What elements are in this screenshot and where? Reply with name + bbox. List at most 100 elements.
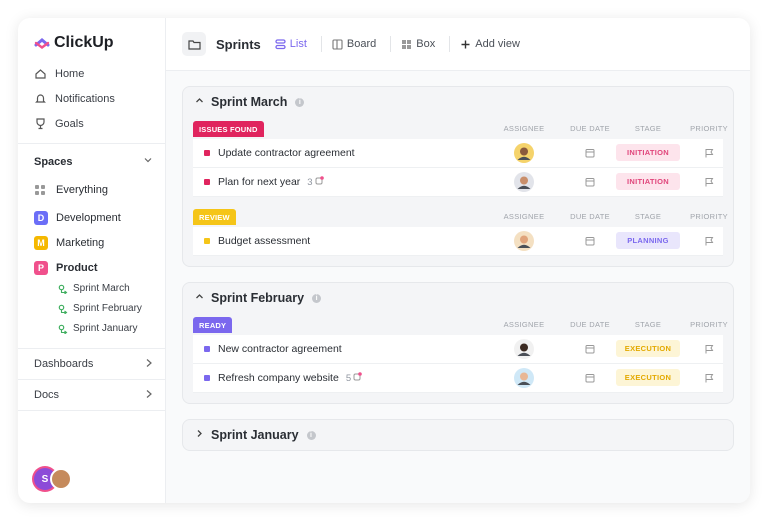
due-date-icon[interactable]: [585, 344, 595, 357]
section-label: Docs: [34, 389, 60, 401]
sprint-list: Sprint March i ISSUES FOUND ASSIGNEE DUE DAT…: [166, 86, 750, 451]
icon: [705, 178, 714, 187]
status-badge[interactable]: ISSUES FOUND: [193, 121, 264, 137]
sprint-header[interactable]: Sprint February i: [183, 283, 733, 313]
priority-flag[interactable]: [704, 344, 714, 357]
icon: [35, 69, 46, 79]
divider: [18, 348, 165, 349]
sprint-label: Sprint March: [73, 283, 130, 294]
icon: [275, 38, 286, 49]
task-name: Update contractor agreement: [218, 147, 355, 159]
icon: [705, 149, 714, 158]
section-item[interactable]: Dashboards: [34, 358, 153, 371]
icon: [35, 185, 45, 195]
priority-flag[interactable]: [704, 236, 714, 249]
priority-flag[interactable]: [704, 148, 714, 161]
task-row[interactable]: Refresh company website 5 EXECUTION: [193, 364, 723, 393]
priority-flag[interactable]: [704, 373, 714, 386]
column-header: STAGE: [634, 212, 662, 221]
task-title: Refresh company website: [218, 372, 339, 384]
space-icon: M: [34, 236, 48, 250]
sprint-title: Sprint February: [211, 291, 305, 305]
chevron: [145, 358, 153, 371]
space-label: Development: [56, 212, 121, 224]
sprint-panel: Sprint February i READY ASSIGNEE DUE DATE STA…: [182, 282, 734, 404]
nav-item[interactable]: Home: [34, 67, 84, 80]
nav-item[interactable]: Notifications: [34, 92, 115, 105]
stage-badge[interactable]: INITIATION: [616, 144, 680, 161]
sprint-link[interactable]: Sprint January: [58, 323, 137, 334]
priority-flag[interactable]: [704, 177, 714, 190]
space-icon: D: [34, 211, 48, 225]
space-item[interactable]: M Marketing: [34, 236, 104, 250]
icon: [58, 324, 68, 334]
stage-badge[interactable]: EXECUTION: [616, 340, 680, 357]
nav-label: Home: [55, 67, 85, 80]
task-name: Refresh company website 5: [218, 372, 362, 384]
avatar-image: [514, 368, 534, 388]
nav-item[interactable]: Goals: [34, 117, 84, 130]
icon: [585, 149, 595, 158]
task-row[interactable]: Budget assessment PLANNING: [193, 227, 723, 256]
icon: [196, 98, 203, 103]
sidebar: ClickUp Home Notifications Goals Spaces Every…: [18, 18, 166, 503]
sprint-header[interactable]: Sprint March i: [183, 87, 733, 117]
page-title: Sprints: [216, 36, 261, 52]
spaces-title[interactable]: Spaces: [34, 156, 73, 168]
assignee-avatar[interactable]: [514, 368, 534, 388]
main-area: Sprints List Board Box Add view Sprint March…: [166, 18, 750, 503]
assignee-avatar[interactable]: [514, 339, 534, 359]
sprint-link[interactable]: Sprint February: [58, 303, 142, 314]
stage-badge[interactable]: PLANNING: [616, 232, 680, 249]
due-date-icon[interactable]: [585, 236, 595, 249]
status-group: READY ASSIGNEE DUE DATE STAGE PRIORITY New co…: [183, 315, 733, 393]
sprint-panel: Sprint March i ISSUES FOUND ASSIGNEE DUE DAT…: [182, 86, 734, 267]
task-row[interactable]: Update contractor agreement INITIATION: [193, 139, 723, 168]
assignee-avatar[interactable]: [514, 231, 534, 251]
icon: [585, 374, 595, 383]
column-header: ASSIGNEE: [503, 212, 545, 221]
icon: [144, 158, 152, 163]
section-item[interactable]: Docs: [34, 389, 153, 402]
column-header: STAGE: [634, 320, 662, 329]
count-value: 3: [307, 176, 313, 188]
assignee-avatar[interactable]: [514, 172, 534, 192]
status-group: ISSUES FOUND ASSIGNEE DUE DATE STAGE PRIORIT…: [183, 119, 733, 197]
icon: [585, 345, 595, 354]
avatar-image: [514, 339, 534, 359]
due-date-icon[interactable]: [585, 177, 595, 190]
toolbar: Sprints List Board Box Add view: [166, 18, 750, 71]
icon: [315, 176, 324, 185]
space-item[interactable]: D Development: [34, 211, 121, 225]
logo[interactable]: ClickUp: [34, 34, 114, 52]
assignee-avatar[interactable]: [514, 143, 534, 163]
stage-badge[interactable]: EXECUTION: [616, 369, 680, 386]
sprint-link[interactable]: Sprint March: [58, 283, 130, 294]
separator: [390, 36, 392, 52]
info-icon: i: [312, 293, 322, 303]
space-item[interactable]: Everything: [34, 184, 108, 196]
view-tab[interactable]: Box: [401, 38, 435, 50]
stage-badge[interactable]: INITIATION: [616, 173, 680, 190]
icon: [58, 304, 68, 314]
info-icon: i: [295, 97, 305, 107]
due-date-icon[interactable]: [585, 148, 595, 161]
app-window: ClickUp Home Notifications Goals Spaces Every…: [18, 18, 750, 503]
task-title: New contractor agreement: [218, 343, 342, 355]
task-row[interactable]: New contractor agreement EXECUTION: [193, 335, 723, 364]
status-badge[interactable]: REVIEW: [193, 209, 236, 225]
icon: [461, 40, 470, 48]
status-badge[interactable]: READY: [193, 317, 233, 333]
add-view[interactable]: Add view: [460, 38, 520, 50]
view-tab[interactable]: List: [275, 38, 307, 50]
task-row[interactable]: Plan for next year 3 INITIATION: [193, 168, 723, 197]
sprint-header[interactable]: Sprint January i: [183, 420, 733, 450]
space-item[interactable]: P Product: [34, 261, 98, 275]
icon: [187, 39, 201, 50]
caret: [195, 429, 204, 441]
due-date-icon[interactable]: [585, 373, 595, 386]
view-tab[interactable]: Board: [332, 38, 376, 50]
icon: [35, 94, 46, 103]
section-label: Dashboards: [34, 358, 94, 370]
chevron: [145, 389, 153, 402]
